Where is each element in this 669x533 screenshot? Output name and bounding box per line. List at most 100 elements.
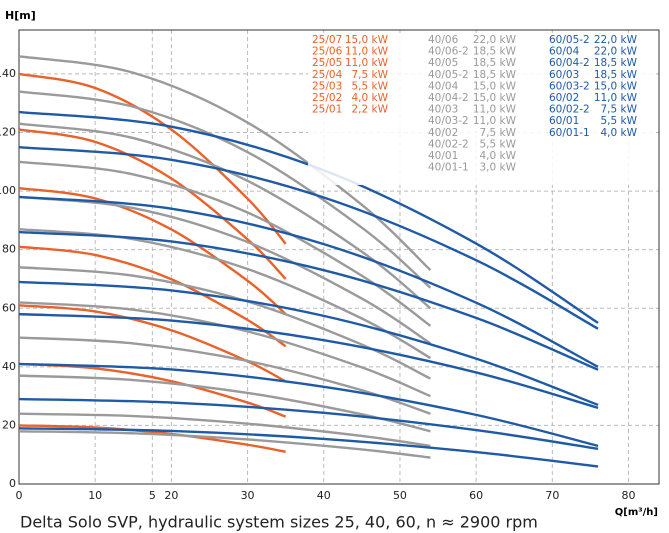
legend-name: 25/05 — [312, 57, 342, 69]
legend-power: 3,0 kW — [480, 162, 517, 174]
legend-name: 60/04 — [549, 46, 580, 58]
pump-curve — [18, 304, 287, 383]
x-tick-label: 80 — [622, 489, 636, 502]
pump-curve — [18, 245, 287, 348]
legend-power: 22,0 kW — [473, 34, 517, 46]
legend-power: 11,0 kW — [473, 115, 517, 127]
x-tick-label: 60 — [469, 489, 483, 502]
legend-name: 40/03-2 — [428, 115, 469, 127]
pump-curve — [18, 195, 432, 345]
legend-power: 4,0 kW — [601, 127, 638, 139]
legend-power: 18,5 kW — [473, 69, 517, 81]
caption: Delta Solo SVP, hydraulic system sizes 2… — [20, 513, 538, 532]
legend-name: 40/02 — [428, 127, 458, 139]
legend-name: 60/05-2 — [549, 34, 590, 46]
legend-power: 18,5 kW — [594, 69, 638, 81]
x-tick-label: 30 — [241, 489, 255, 502]
legend-power: 18,5 kW — [594, 57, 638, 69]
pump-curve — [18, 145, 599, 330]
legend-name: 40/01 — [428, 150, 458, 162]
y-tick-label: 80 — [2, 243, 16, 256]
legend-power: 7,5 kW — [601, 104, 638, 116]
legend-power: 5,5 kW — [601, 115, 638, 127]
pump-curve — [18, 122, 432, 310]
legend-power: 11,0 kW — [594, 92, 638, 104]
y-tick-label: 140 — [0, 67, 16, 80]
x-tick-label: 20 — [164, 489, 178, 502]
legend-name: 25/06 — [312, 46, 343, 58]
legend-name: 40/03 — [428, 104, 458, 116]
legend-power: 4,0 kW — [352, 92, 389, 104]
legend-name: 40/05 — [428, 57, 458, 69]
y-axis-label: H[m] — [5, 9, 36, 22]
legend-power: 11,0 kW — [345, 57, 389, 69]
legend-power: 11,0 kW — [473, 104, 517, 116]
legend-name: 25/04 — [312, 69, 343, 81]
y-tick-label: 100 — [0, 184, 16, 197]
legend-power: 22,0 kW — [594, 34, 638, 46]
y-tick-label: 40 — [2, 360, 16, 373]
legend-power: 4,0 kW — [480, 150, 517, 162]
legend-name: 40/02-2 — [428, 138, 469, 150]
pump-curve — [18, 412, 431, 448]
legend-power: 15,0 kW — [473, 80, 517, 92]
legend-power: 7,5 kW — [480, 127, 517, 139]
y-tick-label: 120 — [0, 126, 16, 139]
pump-curve — [18, 227, 432, 360]
x-tick-label: 70 — [545, 489, 559, 502]
pump-curve — [18, 72, 287, 245]
x-tick-label: 40 — [317, 489, 331, 502]
x-tick-label: 0 — [16, 489, 23, 502]
pump-curve — [18, 195, 599, 368]
pump-curve — [18, 90, 432, 289]
legend-name: 60/02-2 — [549, 104, 590, 116]
pump-curve — [18, 160, 432, 327]
legend-power: 5,5 kW — [352, 80, 389, 92]
pump-curve — [18, 427, 599, 468]
legend-power: 15,0 kW — [473, 92, 517, 104]
y-tick-label: 20 — [2, 418, 16, 431]
legend-bg — [308, 33, 656, 185]
legend-name: 60/03-2 — [549, 80, 590, 92]
x-tick-label: 10 — [88, 489, 102, 502]
legend-name: 40/04-2 — [428, 92, 469, 104]
legend-power: 7,5 kW — [352, 69, 389, 81]
legend-power: 11,0 kW — [345, 46, 389, 58]
pump-curve — [18, 55, 432, 272]
legend-power: 5,5 kW — [480, 138, 517, 150]
legend-name: 40/06 — [428, 34, 459, 46]
legend-name: 40/04 — [428, 80, 459, 92]
y-tick-label: 60 — [2, 301, 16, 314]
legend-name: 40/01-1 — [428, 162, 469, 174]
legend-name: 25/02 — [312, 92, 342, 104]
pump-curve — [18, 128, 287, 280]
x-tick-label: 5 — [149, 489, 156, 502]
pump-curve — [18, 430, 431, 459]
legend-name: 25/03 — [312, 80, 342, 92]
pump-curve — [18, 301, 431, 398]
pump-curve — [18, 230, 599, 371]
legend-name: 25/01 — [312, 104, 342, 116]
legend-name: 60/03 — [549, 69, 579, 81]
pump-curve — [18, 397, 599, 451]
legend-power: 15,0 kW — [345, 34, 389, 46]
y-tick-label: 0 — [9, 477, 16, 490]
legend-power: 18,5 kW — [473, 57, 517, 69]
legend-name: 60/02 — [549, 92, 579, 104]
pump-curve — [18, 186, 287, 316]
legend-power: 22,0 kW — [594, 46, 638, 58]
legend-name: 60/04-2 — [549, 57, 590, 69]
legend-name: 40/05-2 — [428, 69, 469, 81]
legend-power: 15,0 kW — [594, 80, 638, 92]
x-tick-label: 50 — [393, 489, 407, 502]
pump-curve — [18, 362, 599, 448]
legend-name: 60/01 — [549, 115, 579, 127]
pump-curve — [18, 280, 599, 407]
legend-name: 40/06-2 — [428, 46, 469, 58]
plot-frame — [18, 29, 660, 485]
pump-curve — [18, 312, 599, 409]
x-axis-label: Q[m³/h] — [615, 507, 658, 518]
legend-name: 25/07 — [312, 34, 342, 46]
legend-power: 2,2 kW — [352, 104, 389, 116]
